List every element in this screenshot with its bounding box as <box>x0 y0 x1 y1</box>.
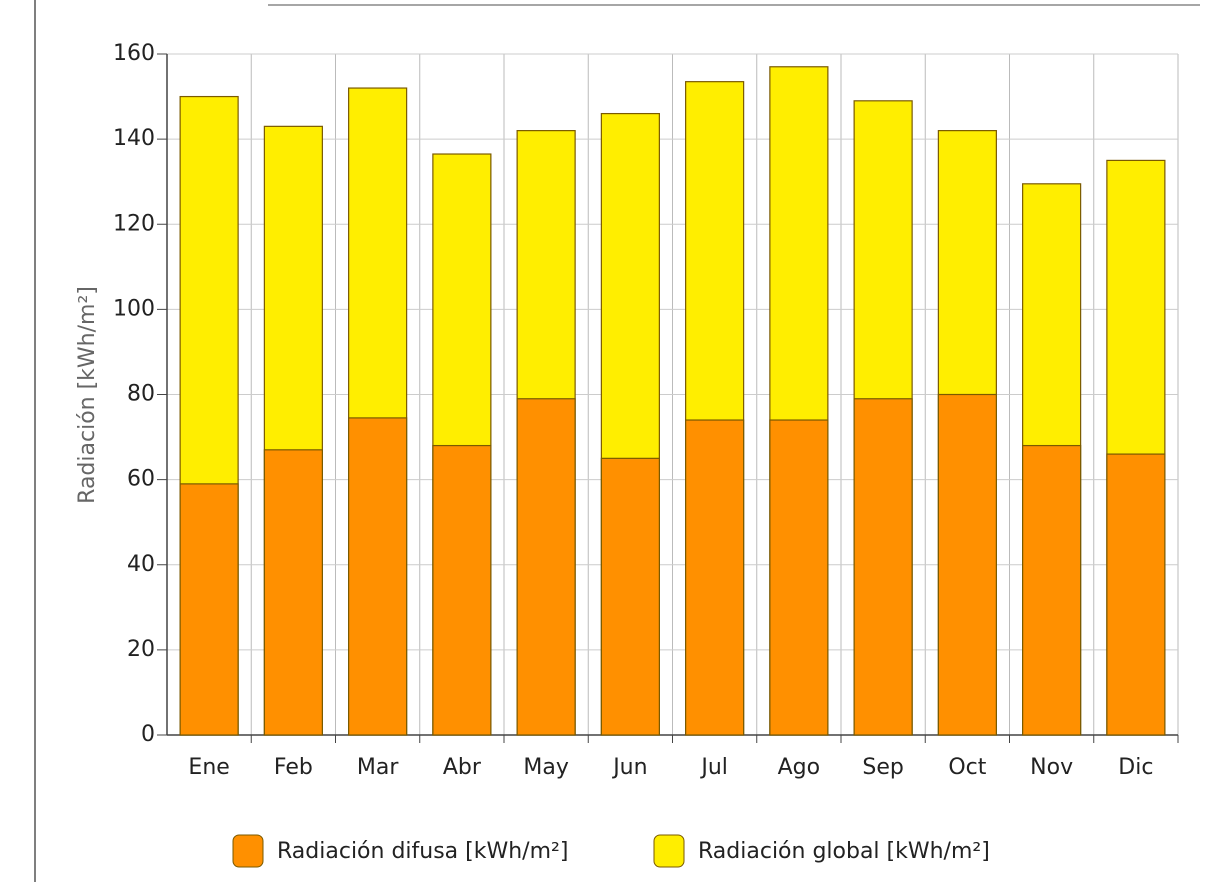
y-tick-label: 120 <box>113 211 155 236</box>
bar <box>685 419 745 736</box>
y-tick-label: 20 <box>127 637 155 662</box>
x-tick-label: Jul <box>699 755 728 780</box>
bar <box>1022 444 1082 736</box>
legend-swatch <box>232 834 264 868</box>
x-tick-label: Feb <box>274 755 313 780</box>
x-tick-label: Dic <box>1118 755 1153 780</box>
x-tick-label: Mar <box>357 755 399 780</box>
legend-label: Radiación global [kWh/m²] <box>698 839 990 864</box>
bar <box>516 398 576 736</box>
legend-label: Radiación difusa [kWh/m²] <box>277 839 568 864</box>
y-axis-label: Radiación [kWh/m²] <box>75 286 100 504</box>
y-tick-label: 60 <box>127 467 155 492</box>
y-tick-label: 140 <box>113 126 155 151</box>
legend-swatch <box>653 834 685 868</box>
x-tick-label: Sep <box>862 755 903 780</box>
bar <box>263 449 323 736</box>
x-tick-label: Jun <box>611 755 647 780</box>
bar <box>853 398 913 736</box>
bar <box>600 457 660 736</box>
x-tick-label: Ago <box>778 755 820 780</box>
bar <box>348 417 408 736</box>
y-tick-label: 160 <box>113 41 155 66</box>
x-tick-label: May <box>523 755 568 780</box>
y-tick-label: 0 <box>141 722 155 747</box>
y-tick-label: 100 <box>113 296 155 321</box>
x-tick-label: Oct <box>948 755 986 780</box>
bar <box>179 483 239 736</box>
bar <box>937 393 997 736</box>
bar <box>432 444 492 736</box>
y-tick-label: 40 <box>127 552 155 577</box>
x-tick-label: Nov <box>1030 755 1073 780</box>
x-tick-label: Ene <box>188 755 229 780</box>
bar <box>769 419 829 736</box>
bar <box>1106 453 1166 736</box>
y-tick-label: 80 <box>127 382 155 407</box>
x-tick-label: Abr <box>443 755 482 780</box>
